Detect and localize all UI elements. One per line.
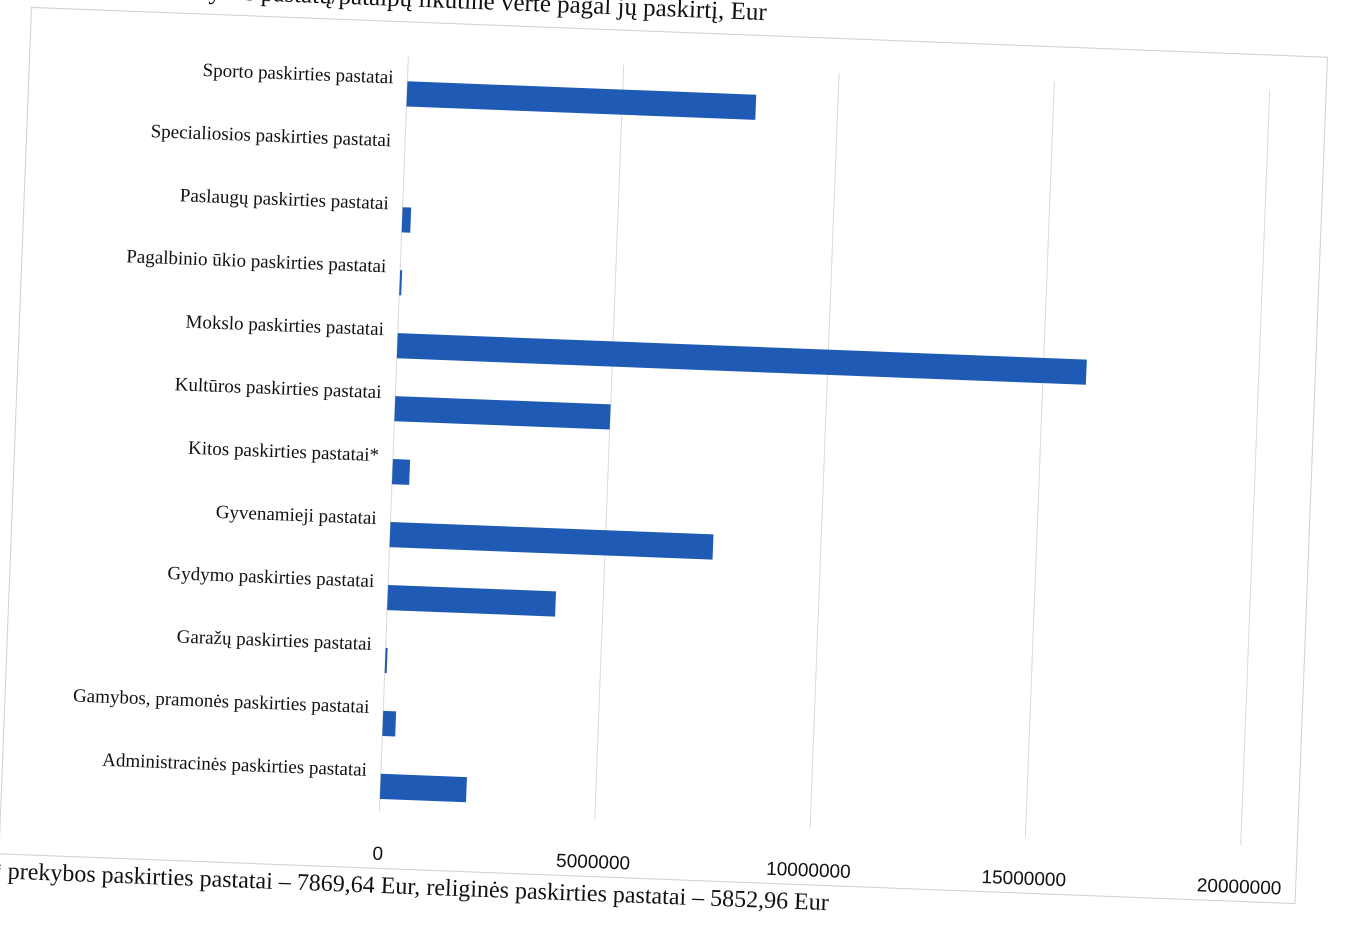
x-tick-label: 5000000	[556, 851, 631, 875]
category-label: Kitos paskirties pastatai*	[188, 438, 380, 466]
bar-chart: 0 5000000 10000000 15000000 20000000 Sporto p…	[73, 56, 1282, 900]
bar	[394, 396, 611, 430]
category-label: Garažų paskirties pastatai	[176, 626, 372, 654]
category-label: Pagalbinio ūkio paskirties pastatai	[126, 246, 387, 277]
bar	[379, 773, 467, 803]
category-label: Gyvenamieji pastatai	[215, 502, 377, 529]
x-tick-label: 10000000	[766, 859, 851, 883]
category-label: Gydymo paskirties pastatai	[167, 563, 375, 592]
category-label: Gamybos, pramonės paskirties pastatai	[73, 686, 370, 718]
bar	[382, 710, 397, 737]
bar	[399, 270, 403, 296]
bar	[389, 521, 714, 560]
x-tick-label: 0	[372, 844, 383, 865]
bar	[384, 647, 388, 674]
bar	[387, 584, 557, 617]
bar	[391, 459, 411, 485]
category-label: Paslaugų paskirties pastatai	[179, 185, 389, 214]
gridline-x	[1240, 89, 1271, 845]
bar	[396, 333, 1087, 385]
gridline-x	[378, 56, 409, 812]
chart-area: 0 5000000 10000000 15000000 20000000 Sporto p…	[0, 6, 1329, 905]
x-tick-label: 15000000	[981, 867, 1066, 891]
bar	[401, 207, 412, 233]
category-label: Administracinės paskirties pastatai	[102, 750, 368, 781]
gridline-x	[594, 64, 625, 821]
bar	[406, 81, 757, 120]
category-label: Kultūros paskirties pastatai	[174, 374, 382, 403]
category-label: Mokslo paskirties pastatai	[185, 312, 384, 341]
category-label: Specialiosios paskirties pastatai	[150, 121, 391, 151]
category-label: Sporto paskirties pastatai	[202, 60, 394, 88]
x-tick-label: 20000000	[1196, 875, 1281, 899]
gridline-x	[809, 72, 840, 829]
gridline-x	[1024, 81, 1055, 837]
